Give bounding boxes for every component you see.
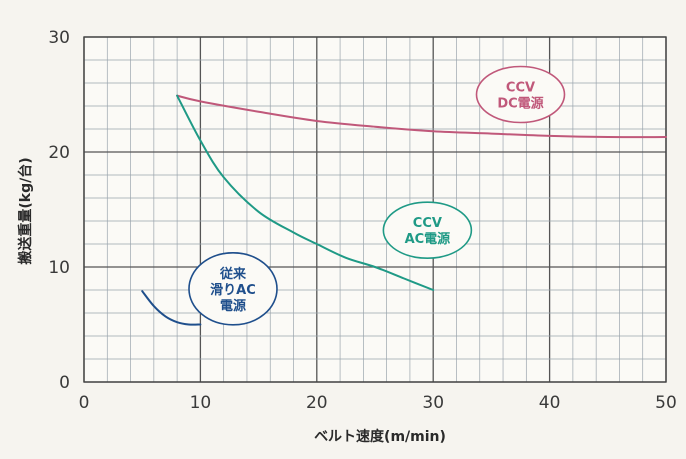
annotation-text: AC電源 xyxy=(405,231,451,247)
y-tick-label: 20 xyxy=(48,143,70,163)
series-line-1 xyxy=(176,94,667,139)
annotation-text: 従来 xyxy=(219,266,247,282)
plot-frame xyxy=(83,36,667,383)
y-tick-label: 0 xyxy=(59,373,70,393)
series-line-3 xyxy=(141,290,202,326)
series-line-2 xyxy=(176,94,435,291)
annotation-text: 電源 xyxy=(220,298,246,314)
annotation-text: DC電源 xyxy=(497,96,543,112)
annotation-bubble xyxy=(475,65,566,124)
grid xyxy=(83,36,667,383)
x-tick-label: 20 xyxy=(306,393,328,413)
annotation-text: CCV xyxy=(506,81,535,96)
y-axis-title: 搬送重量(kg/台) xyxy=(17,157,34,264)
x-tick-label: 10 xyxy=(190,393,212,413)
x-axis-title: ベルト速度(m/min) xyxy=(314,428,446,445)
x-tick-label: 40 xyxy=(539,393,561,413)
annotation-text: 滑りAC xyxy=(210,282,256,298)
series-layer xyxy=(141,94,667,326)
annotation-text: CCV xyxy=(413,216,442,231)
plot-area xyxy=(84,37,666,382)
y-tick-label: 30 xyxy=(48,28,70,48)
tick-labels: 0 10 20 30 40 50 0 10 20 30 xyxy=(48,28,676,413)
annotation-bubble xyxy=(188,252,278,326)
x-tick-label: 0 xyxy=(79,393,90,413)
annotation-bubble xyxy=(382,201,473,259)
y-tick-label: 10 xyxy=(48,258,70,278)
x-tick-label: 50 xyxy=(655,393,677,413)
x-tick-label: 30 xyxy=(422,393,444,413)
